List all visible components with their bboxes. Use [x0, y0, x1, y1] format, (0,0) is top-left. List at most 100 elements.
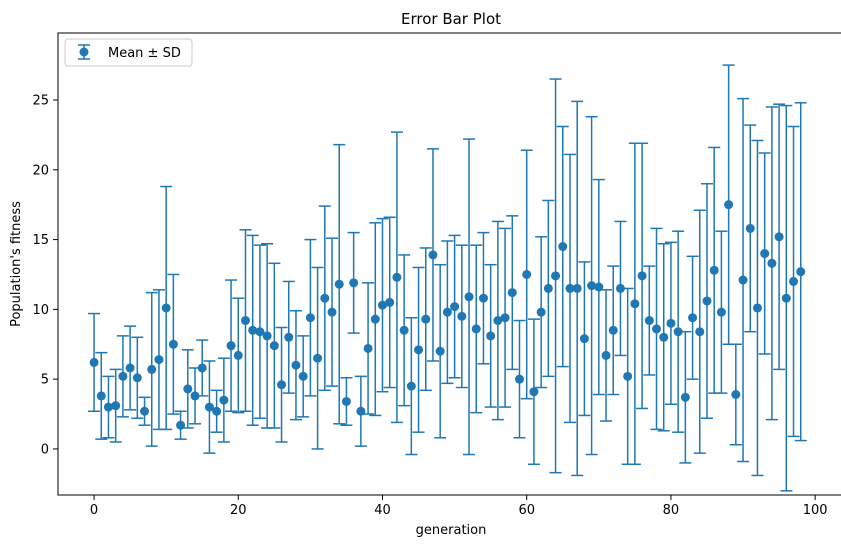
mean-marker — [500, 313, 510, 323]
error-bar-point — [686, 255, 699, 380]
error-bar-point — [398, 254, 411, 407]
mean-marker — [392, 272, 402, 282]
mean-marker — [529, 387, 539, 397]
error-bar-point — [715, 230, 728, 394]
error-bar-point — [535, 236, 548, 389]
mean-marker — [226, 341, 236, 351]
mean-marker — [652, 324, 662, 334]
mean-marker — [349, 278, 359, 288]
mean-marker — [579, 334, 589, 344]
mean-marker — [767, 258, 777, 268]
error-bar-point — [506, 215, 519, 371]
mean-marker — [615, 283, 625, 293]
mean-marker — [695, 327, 705, 337]
error-bar-point — [751, 139, 764, 477]
mean-marker — [493, 316, 503, 326]
mean-marker — [125, 363, 135, 373]
mean-marker — [608, 325, 618, 335]
error-bar-point — [585, 115, 598, 456]
mean-marker — [291, 360, 301, 370]
y-tick-label: 0 — [41, 442, 49, 457]
error-bar-point — [448, 234, 461, 379]
error-bar-point — [340, 377, 353, 426]
mean-marker — [269, 341, 279, 351]
y-tick-label: 25 — [32, 93, 49, 108]
mean-marker — [103, 402, 113, 412]
error-bar-point — [700, 182, 713, 419]
error-bar-point — [780, 104, 793, 492]
error-bar-point — [275, 326, 288, 443]
error-bar-point — [239, 229, 252, 413]
mean-marker — [363, 343, 373, 353]
error-bar-point — [369, 222, 382, 417]
error-bar-point — [246, 234, 259, 426]
error-bar-point — [477, 231, 490, 365]
error-bar-point — [614, 220, 627, 357]
x-tick-label: 80 — [663, 503, 680, 518]
mean-marker — [406, 381, 416, 391]
y-axis-label: Population's fitness — [9, 201, 24, 327]
error-bar-point — [758, 152, 771, 355]
mean-marker — [551, 271, 561, 281]
error-bar-point — [636, 142, 649, 410]
x-tick-label: 60 — [518, 503, 535, 518]
error-bar-point — [289, 310, 302, 421]
mean-marker — [168, 339, 178, 349]
mean-marker — [659, 332, 669, 342]
error-bar-point — [210, 389, 223, 433]
mean-marker — [666, 318, 676, 328]
error-bar-point — [152, 289, 165, 431]
y-axis: 0 5 10 15 20 25 — [32, 93, 58, 457]
mean-marker — [688, 313, 698, 323]
mean-marker — [132, 373, 142, 383]
mean-marker — [313, 353, 323, 363]
legend-dot — [79, 47, 89, 57]
error-bar-point — [333, 143, 346, 425]
error-bar-point — [672, 230, 685, 433]
error-bar-point — [116, 335, 129, 418]
mean-marker — [774, 232, 784, 242]
mean-marker — [421, 314, 431, 324]
error-bar-point — [282, 280, 295, 394]
error-bar-point — [773, 103, 786, 371]
mean-marker — [478, 293, 488, 303]
error-bar-point — [729, 343, 742, 446]
mean-marker — [140, 406, 150, 416]
mean-marker — [515, 374, 525, 384]
error-bar-point — [484, 263, 497, 408]
mean-marker — [428, 250, 438, 260]
plot-frame — [57, 32, 841, 496]
mean-marker — [161, 303, 171, 313]
mean-marker — [724, 200, 734, 210]
legend-label: Mean ± SD — [108, 46, 181, 61]
error-bar-point — [463, 138, 476, 456]
x-tick-label: 100 — [803, 503, 828, 518]
error-bar-point — [434, 263, 447, 439]
error-bar-point — [787, 125, 800, 438]
error-bar-point — [549, 78, 562, 474]
error-bar-point — [347, 231, 360, 334]
error-bar-point — [571, 100, 584, 477]
mean-marker — [435, 346, 445, 356]
error-bar-point — [722, 64, 735, 346]
error-bar-point — [167, 273, 180, 415]
mean-marker — [522, 269, 532, 279]
plot-area — [88, 64, 807, 492]
mean-marker — [255, 327, 265, 337]
error-bar-point — [102, 375, 115, 439]
error-bar-point — [138, 396, 151, 426]
mean-marker — [96, 391, 106, 401]
error-bar-point — [390, 131, 403, 424]
mean-marker — [731, 390, 741, 400]
error-bar-point — [513, 319, 526, 439]
y-tick-label: 10 — [32, 303, 49, 318]
mean-marker — [233, 350, 243, 360]
error-bar-point — [794, 102, 807, 442]
mean-marker — [450, 302, 460, 312]
error-bar-point — [412, 266, 425, 433]
mean-marker — [183, 384, 193, 394]
error-bar-point — [131, 336, 144, 419]
mean-marker — [738, 275, 748, 285]
mean-marker — [399, 325, 409, 335]
